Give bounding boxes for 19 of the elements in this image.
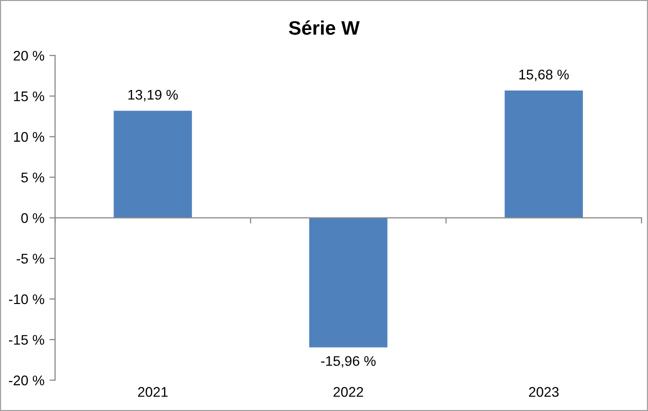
y-tick-label: 5 % bbox=[21, 172, 44, 182]
chart-title: Série W bbox=[288, 20, 360, 35]
y-tick-label: -5 % bbox=[16, 254, 44, 264]
data-label: 13,19 % bbox=[128, 90, 178, 102]
y-tick-label: -10 % bbox=[9, 294, 44, 304]
y-tick-label: 15 % bbox=[14, 91, 44, 102]
bar bbox=[114, 110, 192, 218]
data-label: 15,68 % bbox=[519, 70, 569, 82]
data-label: -15,96 % bbox=[321, 356, 376, 368]
bar bbox=[504, 90, 583, 218]
x-tick-label: 2023 bbox=[529, 387, 559, 397]
y-tick-label: -15 % bbox=[9, 334, 44, 345]
y-tick-label: 0 % bbox=[21, 213, 44, 223]
y-tick-label: -20 % bbox=[9, 376, 44, 386]
x-tick-label: 2022 bbox=[334, 387, 364, 397]
y-tick-label: 20 % bbox=[14, 50, 44, 61]
y-tick-label: 10 % bbox=[14, 132, 44, 142]
x-tick-label: 2021 bbox=[138, 387, 168, 397]
bar bbox=[309, 218, 388, 348]
